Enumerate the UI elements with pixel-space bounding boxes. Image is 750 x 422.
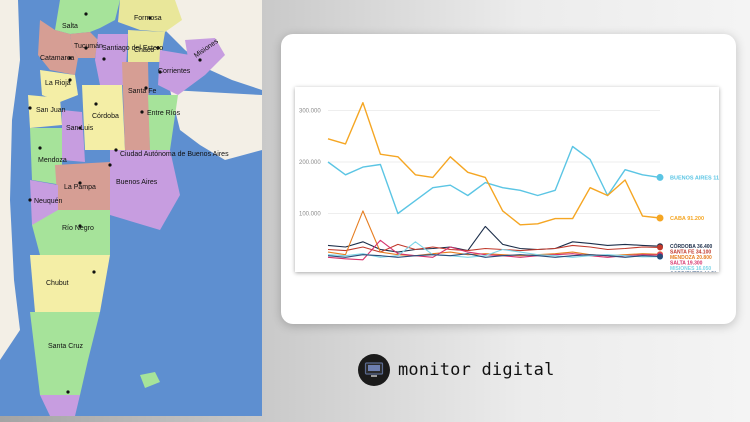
province-entre-rios xyxy=(148,95,178,150)
province-salta xyxy=(55,0,120,34)
series-line-santa-fe xyxy=(327,243,661,253)
label-caba: Ciudad Autónoma de Buenos Aires xyxy=(120,151,229,158)
series-line-buenos-aires xyxy=(327,145,661,215)
label-salta: Salta xyxy=(62,23,78,30)
series-end-point xyxy=(656,173,664,181)
series-line-caba xyxy=(327,101,661,226)
y-tick-label: 200.000 xyxy=(299,160,321,166)
y-tick-label: 300.000 xyxy=(299,108,321,114)
label-catamarca: Catamarca xyxy=(40,55,74,62)
line-chart: 300.000 200.000 100.000 BUENOS AIRES 110.80… xyxy=(299,101,719,272)
label-chubut: Chubut xyxy=(46,280,69,287)
series-end-point xyxy=(657,253,663,260)
series-end-label: BUENOS AIRES 110.800 xyxy=(670,175,719,181)
brand: monitor digital xyxy=(358,354,555,386)
label-santa-fe: Santa Fe xyxy=(128,88,157,95)
monitor-icon xyxy=(358,354,390,386)
province-san-luis xyxy=(62,110,85,162)
label-santiago: Santiago del Estero xyxy=(102,45,163,52)
province-la-rioja xyxy=(40,70,78,102)
series-end-label: SANTA FE 34.100 xyxy=(670,250,711,256)
series-line-corrientes xyxy=(327,253,661,258)
series-line-córdoba xyxy=(327,225,661,253)
province-formosa xyxy=(118,0,182,32)
series-end-label: MISIONES 16.050 xyxy=(670,266,711,272)
series-end-point xyxy=(657,244,663,251)
label-entre-rios: Entre Ríos xyxy=(147,110,181,117)
series-end-label: MENDOZA 20.800 xyxy=(670,255,712,261)
series-end-point xyxy=(656,214,664,222)
province-corrientes xyxy=(158,50,205,95)
label-la-rioja: La Rioja xyxy=(45,80,71,87)
label-neuquen: Neuquén xyxy=(34,198,63,205)
province-neuquen xyxy=(30,180,58,225)
province-rio-negro xyxy=(32,210,110,255)
label-tucuman: Tucumán xyxy=(74,43,103,50)
province-mendoza xyxy=(30,128,62,185)
brand-name: monitor digital xyxy=(398,360,555,380)
province-cordoba xyxy=(82,85,125,150)
label-formosa: Formosa xyxy=(134,15,162,22)
province-san-juan xyxy=(28,95,62,128)
label-buenos-aires: Buenos Aires xyxy=(116,179,158,186)
province-santa-cruz xyxy=(30,312,100,395)
label-la-pampa: La Pampa xyxy=(64,184,96,191)
series-end-label: CABA 91.200 xyxy=(670,216,704,222)
series-line-salta xyxy=(327,239,661,261)
province-santa-fe xyxy=(122,62,150,150)
province-chaco xyxy=(128,30,165,62)
label-rio-negro: Río Negro xyxy=(62,225,94,232)
chart-frame: 300.000 200.000 100.000 BUENOS AIRES 110.80… xyxy=(295,87,719,272)
argentina-provinces-map: Salta Formosa Misiones Tucumán Catamarca… xyxy=(0,0,262,416)
label-chaco: Chaco xyxy=(134,47,154,54)
province-santiago xyxy=(95,34,128,85)
series-end-label: CÓRDOBA 36.400 xyxy=(670,242,713,250)
series-line-misiones xyxy=(327,241,661,258)
province-chubut xyxy=(30,255,110,312)
label-corrientes: Corrientes xyxy=(158,68,191,75)
label-mendoza: Mendoza xyxy=(38,157,67,164)
label-san-juan: San Juan xyxy=(36,107,66,114)
label-santa-cruz: Santa Cruz xyxy=(48,343,84,350)
label-cordoba: Córdoba xyxy=(92,113,119,120)
province-la-pampa xyxy=(55,162,110,210)
province-catamarca xyxy=(38,20,78,75)
province-tierra-del-fuego xyxy=(40,395,80,416)
province-buenos-aires xyxy=(110,150,180,230)
series-end-label: SALTA 19.300 xyxy=(670,261,703,267)
y-tick-label: 100.000 xyxy=(299,211,321,217)
province-tucuman xyxy=(70,32,98,58)
